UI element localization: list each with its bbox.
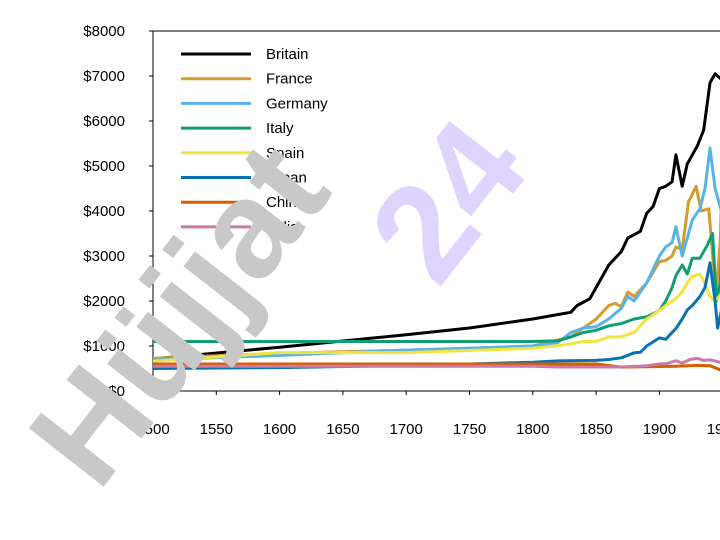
x-tick-label: 1700	[390, 421, 423, 438]
legend-label-italy: Italy	[266, 120, 294, 137]
y-tick-label: $8000	[83, 23, 125, 40]
y-tick-label: $4000	[83, 203, 125, 220]
legend-label-germany: Germany	[266, 95, 328, 112]
series-line-italy	[153, 232, 720, 343]
y-tick-label: $0	[108, 383, 125, 400]
watermark-number: 24	[340, 93, 556, 309]
y-tick-label: $6000	[83, 113, 125, 130]
series-line-india	[153, 356, 720, 369]
series-line-spain	[153, 272, 720, 363]
chart-axes: $0 $1000 $2000 $3000 $4000 $5000 $6000 $7000 $80…	[83, 23, 720, 438]
x-tick-label: 19	[707, 421, 720, 438]
legend-label-japan: Japan	[266, 170, 307, 187]
x-tick-label: 1750	[453, 421, 486, 438]
y-tick-label: $3000	[83, 248, 125, 265]
legend-label-india: India	[266, 219, 299, 236]
legend-label-china: China	[266, 194, 306, 211]
series-line-britain	[153, 72, 720, 361]
y-tick-label: $5000	[83, 158, 125, 175]
legend-label-spain: Spain	[266, 145, 304, 162]
x-tick-label: 1900	[643, 421, 676, 438]
chart-series	[153, 72, 720, 372]
x-tick-label: 1650	[326, 421, 359, 438]
x-tick-label: 1850	[579, 421, 612, 438]
y-tick-label: $2000	[83, 293, 125, 310]
x-tick-label: 1800	[516, 421, 549, 438]
x-tick-label: 1550	[200, 421, 233, 438]
series-line-japan	[153, 261, 720, 370]
legend-label-britain: Britain	[266, 46, 309, 63]
y-tick-label: $1000	[83, 338, 125, 355]
y-tick-label: $7000	[83, 68, 125, 85]
legend-label-france: France	[266, 71, 313, 88]
series-line-france	[153, 184, 720, 360]
series-line-germany	[153, 146, 720, 362]
x-tick-label: 1500	[136, 421, 169, 438]
legend: Britain France Germany Italy Spain Japan China…	[181, 46, 328, 236]
x-tick-label: 1600	[263, 421, 296, 438]
